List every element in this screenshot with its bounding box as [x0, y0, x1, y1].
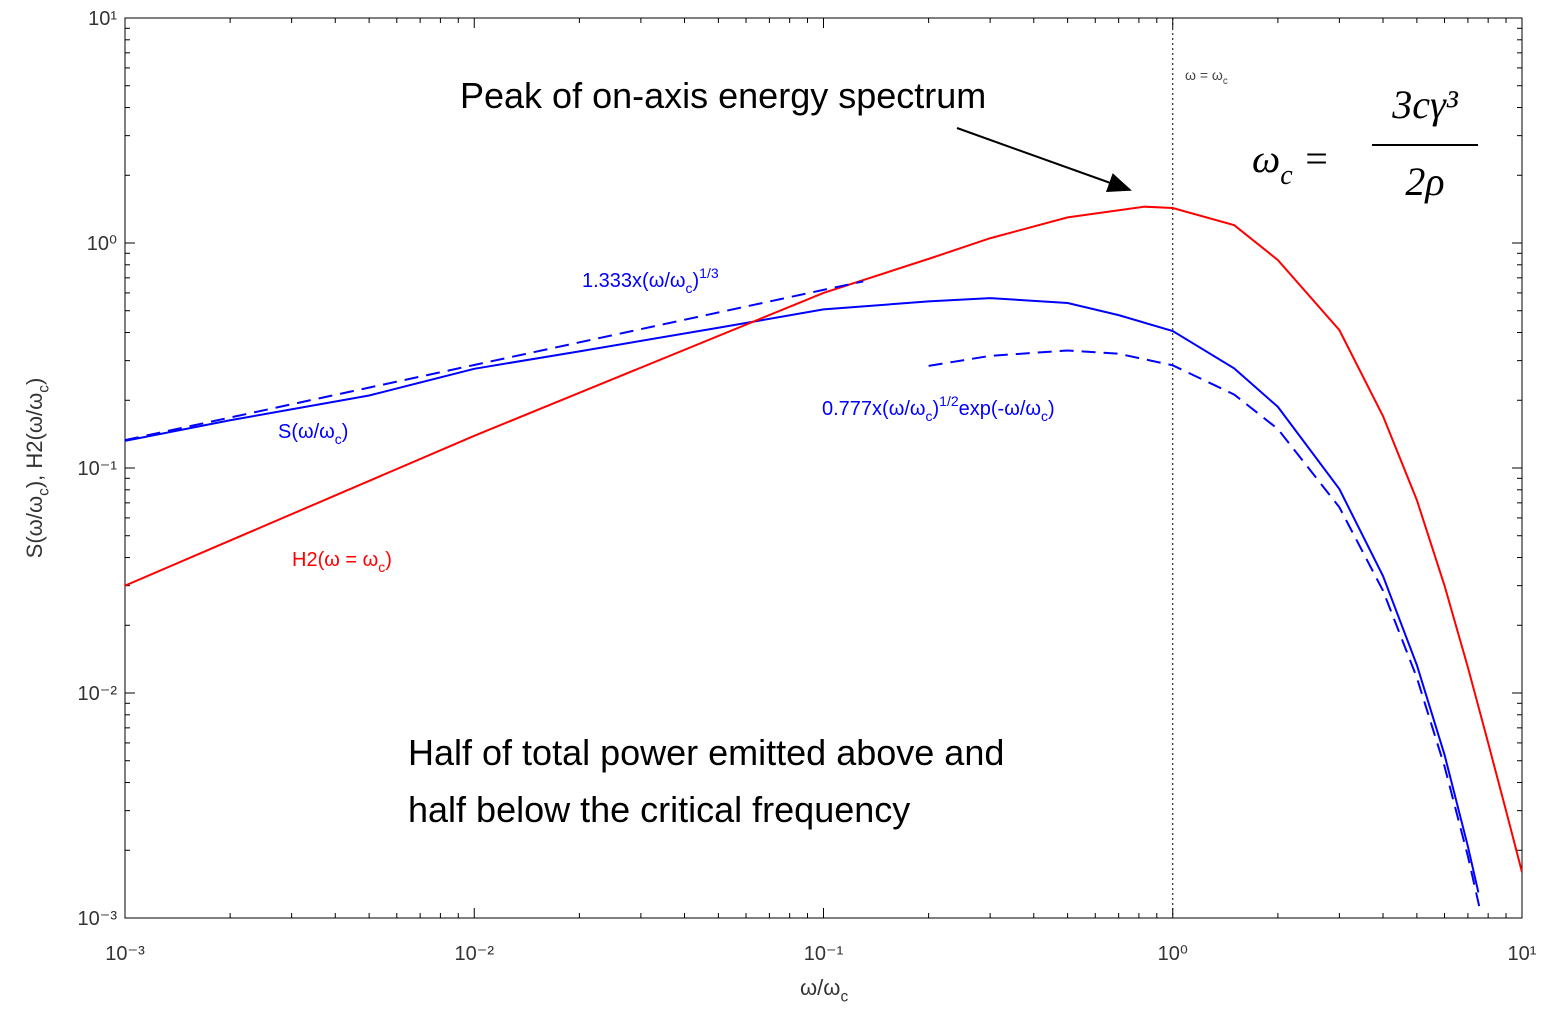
- text-part: ω = ω: [1185, 67, 1223, 83]
- x-tick-label: 10⁻²: [455, 943, 495, 965]
- y-tick-label: 10⁻³: [78, 908, 118, 930]
- x-tick-label: 10⁻¹: [804, 943, 844, 965]
- text-part: c: [1041, 408, 1048, 424]
- text-part: S(ω/ω: [278, 421, 335, 443]
- text-part: 1/2: [939, 393, 959, 409]
- x-tick-label: 10⁰: [1158, 943, 1188, 965]
- text-part: ω/ω: [800, 975, 840, 1000]
- text-part: c: [686, 280, 693, 296]
- text-part: 1.333x(ω/ω: [582, 270, 686, 292]
- formula-denominator: 2ρ: [1405, 159, 1444, 204]
- text-part: ): [22, 378, 47, 385]
- text-part: ω: [1252, 136, 1280, 181]
- formula-numerator: 3cγ³: [1391, 82, 1459, 127]
- text-part: c: [1280, 160, 1293, 191]
- text-part: ): [1048, 398, 1055, 420]
- text-part: c: [335, 431, 342, 447]
- text-part: c: [378, 559, 385, 575]
- y-tick-label: 10¹: [88, 8, 117, 30]
- text-part: c: [926, 408, 933, 424]
- annotation: Peak of on-axis energy spectrum: [460, 75, 986, 116]
- text-part: exp(-ω/ω: [959, 398, 1041, 420]
- text-part: c: [840, 989, 848, 1006]
- y-tick-label: 10⁻²: [78, 683, 118, 705]
- text-part: =: [1293, 136, 1330, 181]
- text-part: c: [36, 385, 53, 393]
- series-line: [928, 349, 1482, 912]
- annotation: S(ω/ωc): [278, 421, 348, 447]
- plot-frame: [124, 17, 1523, 919]
- y-tick-label: 10⁻¹: [78, 458, 118, 480]
- text-part: 1/3: [699, 265, 719, 281]
- annotation: 0.777x(ω/ωc)1/2exp(-ω/ωc): [822, 393, 1055, 424]
- text-part: half below the critical frequency: [408, 789, 910, 830]
- y-axis-label: S(ω/ωc), H2(ω/ωc): [22, 378, 53, 559]
- annotation: half below the critical frequency: [408, 789, 910, 830]
- text-part: Half of total power emitted above and: [408, 732, 1004, 773]
- x-axis-label: ω/ωc: [800, 975, 848, 1006]
- series-line: [125, 280, 864, 442]
- formula-lhs: ωc =: [1252, 136, 1330, 191]
- annotation-arrow: [956, 127, 1132, 192]
- text-part: H2(ω = ω: [292, 549, 378, 571]
- annotation: 1.333x(ω/ωc)1/3: [582, 265, 719, 296]
- x-tick-label: 10¹: [1508, 943, 1537, 965]
- text-part: ): [933, 398, 940, 420]
- y-tick-label: 10⁰: [87, 233, 117, 255]
- text-part: S(ω/ω: [22, 496, 47, 558]
- text-part: Peak of on-axis energy spectrum: [460, 75, 986, 116]
- series-line: [125, 205, 1522, 873]
- annotation: ω = ωc: [1185, 67, 1228, 87]
- text-part: c: [36, 488, 53, 496]
- text-part: ), H2(ω/ω: [22, 393, 47, 488]
- x-tick-label: 10⁻³: [105, 943, 145, 965]
- text-part: c: [1223, 76, 1228, 87]
- text-part: 0.777x(ω/ω: [822, 398, 926, 420]
- text-part: ): [693, 270, 700, 292]
- text-part: ): [385, 549, 392, 571]
- annotation: Half of total power emitted above and: [408, 732, 1004, 773]
- annotation: H2(ω = ωc): [292, 549, 392, 575]
- text-part: ): [342, 421, 349, 443]
- series-line: [125, 297, 1480, 893]
